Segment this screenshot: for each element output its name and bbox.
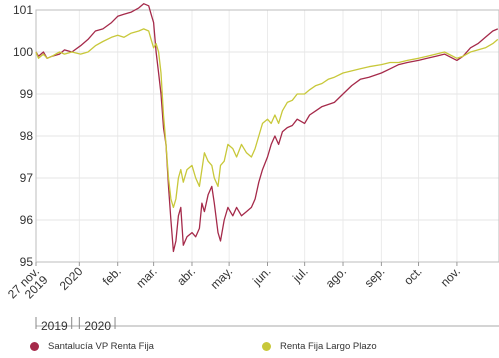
x-tick-label: abr.: [174, 264, 198, 288]
x-tick-label: ago.: [323, 264, 349, 290]
x-tick-label: mar.: [133, 264, 159, 290]
x-tick-label: oct.: [401, 264, 425, 288]
timeline-label: 2020: [84, 319, 111, 333]
y-tick-label: 98: [20, 129, 34, 143]
y-axis: 95 96 97 98 99 100 101: [13, 3, 33, 269]
x-tick-label: may.: [208, 264, 236, 292]
x-tick-label: sep.: [362, 264, 388, 290]
legend-item-renta-fija[interactable]: Renta Fija Largo Plazo: [262, 341, 377, 352]
legend-label-renta-fija: Renta Fija Largo Plazo: [280, 341, 377, 352]
y-tick-label: 95: [20, 255, 34, 269]
series-lines: [35, 3, 499, 253]
x-tick-label: feb.: [100, 264, 124, 288]
timeline-label: 2019: [41, 319, 68, 333]
series-line-0: [35, 3, 499, 253]
y-tick-label: 101: [13, 3, 33, 17]
y-tick-label: 97: [20, 171, 34, 185]
timeline-navigator[interactable]: 2019 2020: [35, 317, 499, 333]
x-tick-label: jun.: [249, 264, 273, 288]
y-tick-label: 100: [13, 45, 33, 59]
x-tick-label: jul.: [289, 264, 310, 285]
x-axis: 27 nov.2019 2020 feb. mar. abr. may. jun. jul. a…: [5, 262, 463, 310]
legend-label-santalucia: Santalucía VP Renta Fija: [48, 341, 154, 352]
series-line-1: [35, 28, 499, 209]
x-tick-label: nov.: [438, 264, 463, 289]
legend-marker-renta-fija: [262, 342, 271, 351]
y-tick-label: 99: [20, 87, 34, 101]
legend-marker-santalucia: [30, 342, 39, 351]
x-tick-label: 27 nov.2019: [5, 264, 51, 310]
x-tick-label: 2020: [57, 264, 86, 293]
legend-item-santalucia[interactable]: Santalucía VP Renta Fija: [30, 341, 154, 352]
y-tick-label: 96: [20, 213, 34, 227]
